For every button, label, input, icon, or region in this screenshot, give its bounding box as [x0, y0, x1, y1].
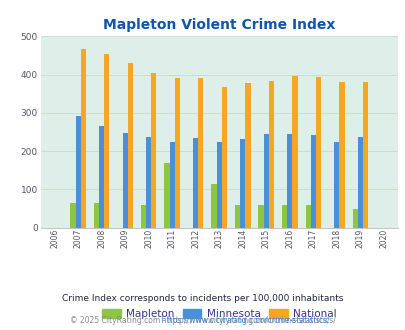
Title: Mapleton Violent Crime Index: Mapleton Violent Crime Index: [103, 18, 335, 32]
Bar: [310, 135, 315, 228]
Bar: [146, 137, 151, 228]
Bar: [234, 205, 240, 228]
Bar: [352, 209, 357, 228]
Bar: [305, 205, 310, 228]
Bar: [75, 116, 81, 228]
Text: Crime Index corresponds to incidents per 100,000 inhabitants: Crime Index corresponds to incidents per…: [62, 294, 343, 303]
Bar: [281, 205, 286, 228]
Bar: [362, 82, 367, 228]
Bar: [240, 139, 245, 228]
Bar: [164, 163, 169, 228]
Bar: [211, 184, 216, 228]
Legend: Mapleton, Minnesota, National: Mapleton, Minnesota, National: [99, 306, 339, 322]
Bar: [151, 73, 156, 228]
Bar: [216, 142, 221, 228]
Bar: [70, 203, 75, 228]
Text: https://www.cityrating.com/crime-statistics/: https://www.cityrating.com/crime-statist…: [76, 315, 329, 325]
Bar: [357, 137, 362, 228]
Bar: [333, 142, 339, 228]
Bar: [292, 76, 297, 228]
Bar: [104, 53, 109, 228]
Bar: [99, 126, 104, 228]
Bar: [286, 134, 292, 228]
Bar: [193, 138, 198, 228]
Bar: [175, 79, 179, 228]
Bar: [263, 134, 268, 228]
Text: © 2025 CityRating.com - https://www.cityrating.com/crime-statistics/: © 2025 CityRating.com - https://www.city…: [70, 315, 335, 325]
Bar: [315, 77, 320, 228]
Bar: [128, 63, 133, 228]
Bar: [141, 205, 146, 228]
Bar: [81, 49, 86, 228]
Bar: [169, 142, 175, 228]
Bar: [245, 83, 250, 228]
Bar: [122, 133, 128, 228]
Bar: [258, 205, 263, 228]
Bar: [221, 87, 226, 228]
Bar: [339, 82, 344, 228]
Bar: [94, 203, 99, 228]
Bar: [268, 81, 273, 228]
Bar: [198, 79, 203, 228]
